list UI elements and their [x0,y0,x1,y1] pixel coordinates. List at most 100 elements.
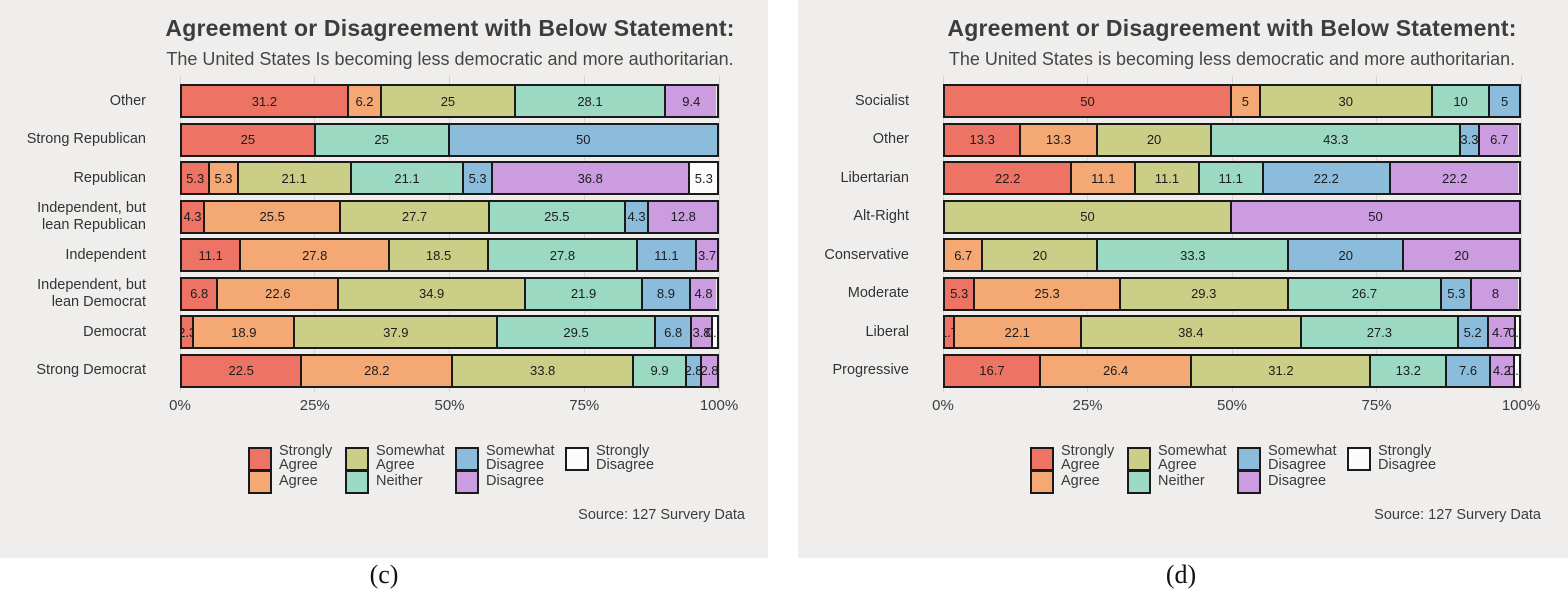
bar-segment-agree: 25.5 [205,201,342,232]
bar-row-liberal: 1.7 22.1 38.4 27.3 5.2 4.70.6 [943,315,1521,349]
bar-segment-strongly_agree: 5.3 [182,163,211,193]
category-label-strong-republican: Strong Republican [26,131,146,147]
bar-row-independent-but-lean-democrat: 6.8 22.6 34.9 21.9 8.9 4.8 [180,276,719,311]
bar-segment-somewhat_disagree: 22.2 [1263,163,1391,193]
segment-value-label: 27.8 [549,247,576,263]
x-axis-tick-label: 50% [434,397,465,414]
segment-value-label: 13.3 [969,132,995,147]
bar-segment-neither: 27.8 [489,240,638,270]
segment-value-label: 12.8 [670,209,696,224]
segment-value-label: 25 [440,93,456,109]
segment-value-label: 8 [1491,286,1500,301]
bar-segment-somewhat_agree: 33.8 [453,355,635,386]
bar-segment-somewhat_agree: 38.4 [1081,317,1302,347]
gridline-75 [583,76,585,392]
bar-segment-agree: 6.2 [348,86,383,116]
x-axis-tick-label: 25% [1072,397,1103,414]
legend-label: Somewhat Agree [376,443,445,473]
gridline-100 [1520,76,1522,392]
segment-value-label: 9.4 [682,93,701,109]
bar-row-independent: 11.1 27.8 18.5 27.8 11.1 3.7 [180,238,719,272]
segment-value-label: 6.8 [190,286,209,301]
legend-label: Somewhat Disagree [1268,443,1337,473]
bar-segment-neither: 26.7 [1288,278,1443,309]
segment-value-label: 27.7 [401,209,428,224]
bar-segment-somewhat_agree: 11.1 [1136,163,1200,193]
bar-segment-strongly_agree: 1.7 [945,317,958,347]
category-label-democrat: Democrat [83,323,146,340]
bar-segment-strongly_agree: 5.3 [945,278,976,309]
bar-segment-agree: 18.9 [194,317,296,347]
bar-segment-neither: 21.1 [351,163,465,193]
x-axis-tick-label: 100% [1501,397,1541,414]
segment-value-label: 6.7 [1490,132,1509,147]
gridline-25 [1087,76,1088,392]
legend-entry-somewhat_disagree: Somewhat Disagree [455,443,555,473]
category-label-other: Other [109,92,146,109]
legend-entry-agree: Agree [1030,470,1114,494]
bar-row-socialist: 50 5 30 10 5 [943,84,1521,118]
bar-segment-disagree: 4.7 [1488,317,1516,347]
legend-entry-neither: Neither [1127,470,1227,494]
bar-row-progressive: 16.7 26.4 31.2 13.2 7.6 4.20.7 [943,353,1521,388]
segment-value-label: 25.5 [259,209,285,224]
bar-segment-agree: 22.1 [954,317,1082,347]
bar-segment-disagree: 4.2 [1490,355,1515,386]
bar-segment-agree: 6.7 [945,240,984,270]
segment-value-label: 29.3 [1191,286,1217,301]
category-label-republican: Republican [73,169,146,186]
segment-value-label: 22.1 [1004,324,1030,340]
bar-segment-agree: 26.4 [1040,355,1193,386]
category-label-conservative: Conservative [824,246,909,263]
x-axis-tick-label: 0% [932,397,954,414]
legend-label: Somewhat Disagree [486,443,555,473]
chart-title: Agreement or Disagreement with Below Sta… [165,15,735,41]
legend-entry-strongly_disagree: Strongly Disagree [1347,444,1436,472]
bar-segment-somewhat_disagree: 6.8 [655,317,693,347]
bar-segment-somewhat_disagree: 5.2 [1458,317,1489,347]
legend-entry-strongly_agree: Strongly Agree [248,444,332,472]
segment-value-label: 5.3 [468,170,487,186]
x-axis-tick-label: 75% [1361,397,1392,414]
segment-value-label: 3.3 [1460,132,1479,147]
segment-value-label: 22.2 [995,170,1021,186]
segment-value-label: 31.2 [1268,363,1294,378]
gridline-25 [314,76,316,392]
segment-value-label: 11.1 [1091,170,1116,186]
bar-segment-neither: 13.2 [1371,355,1448,386]
segment-value-label: 0.8 [705,324,717,340]
bar-row-democrat: 2.3 18.9 37.9 29.5 6.8 3.80.8 [180,315,719,349]
bar-segment-somewhat_disagree: 8.9 [643,278,691,309]
bar-segment-agree: 27.8 [241,240,391,270]
plot-area: 50 5 30 10 5 13.3 13.3 20 43.3 3.3 6.7 22.2 11.1 11.1… [942,76,1522,392]
segment-value-label: 28.2 [364,363,390,378]
bar-row-strong-democrat: 22.5 28.2 33.8 9.9 2.8 2.8 [180,353,719,388]
segment-value-label: 26.4 [1102,363,1129,378]
x-axis-tick-label: 50% [1216,397,1248,414]
bar-segment-disagree: 6.7 [1479,124,1519,155]
segment-value-label: 50 [576,132,591,147]
bar-segment-somewhat_disagree: 5.3 [1442,278,1473,309]
category-label-alt-right: Alt-Right [853,208,909,224]
segment-value-label: 30 [1338,93,1354,109]
segment-value-label: 21.9 [570,286,597,301]
segment-value-label: 6.7 [954,247,973,263]
legend-label: Strongly Agree [1061,443,1115,473]
subfigure-caption-d: (d) [1165,560,1197,589]
bar-segment-somewhat_disagree: 2.8 [684,355,703,386]
legend-column: Strongly Disagree [1347,444,1436,472]
segment-value-label: 9.9 [650,363,669,378]
segment-value-label: 10 [1453,93,1468,109]
category-label-progressive: Progressive [832,362,909,378]
legend-label: Neither [376,473,423,490]
segment-value-label: 25.3 [1034,286,1060,301]
segment-value-label: 4.2 [1492,363,1511,378]
segment-value-label: 5 [1241,93,1249,109]
bar-segment-strongly_agree: 50 [945,86,1232,116]
segment-value-label: 20 [1146,132,1162,147]
x-axis: 0% 25% 50% 75% 100% [932,397,1540,417]
segment-value-label: 13.3 [1045,132,1072,147]
category-label-independent-but-lean-democrat: Independent, but lean Democrat [37,276,146,310]
bar-segment-somewhat_agree: 29.3 [1120,278,1289,309]
legend-column: Somewhat Disagree Disagree [455,443,555,494]
